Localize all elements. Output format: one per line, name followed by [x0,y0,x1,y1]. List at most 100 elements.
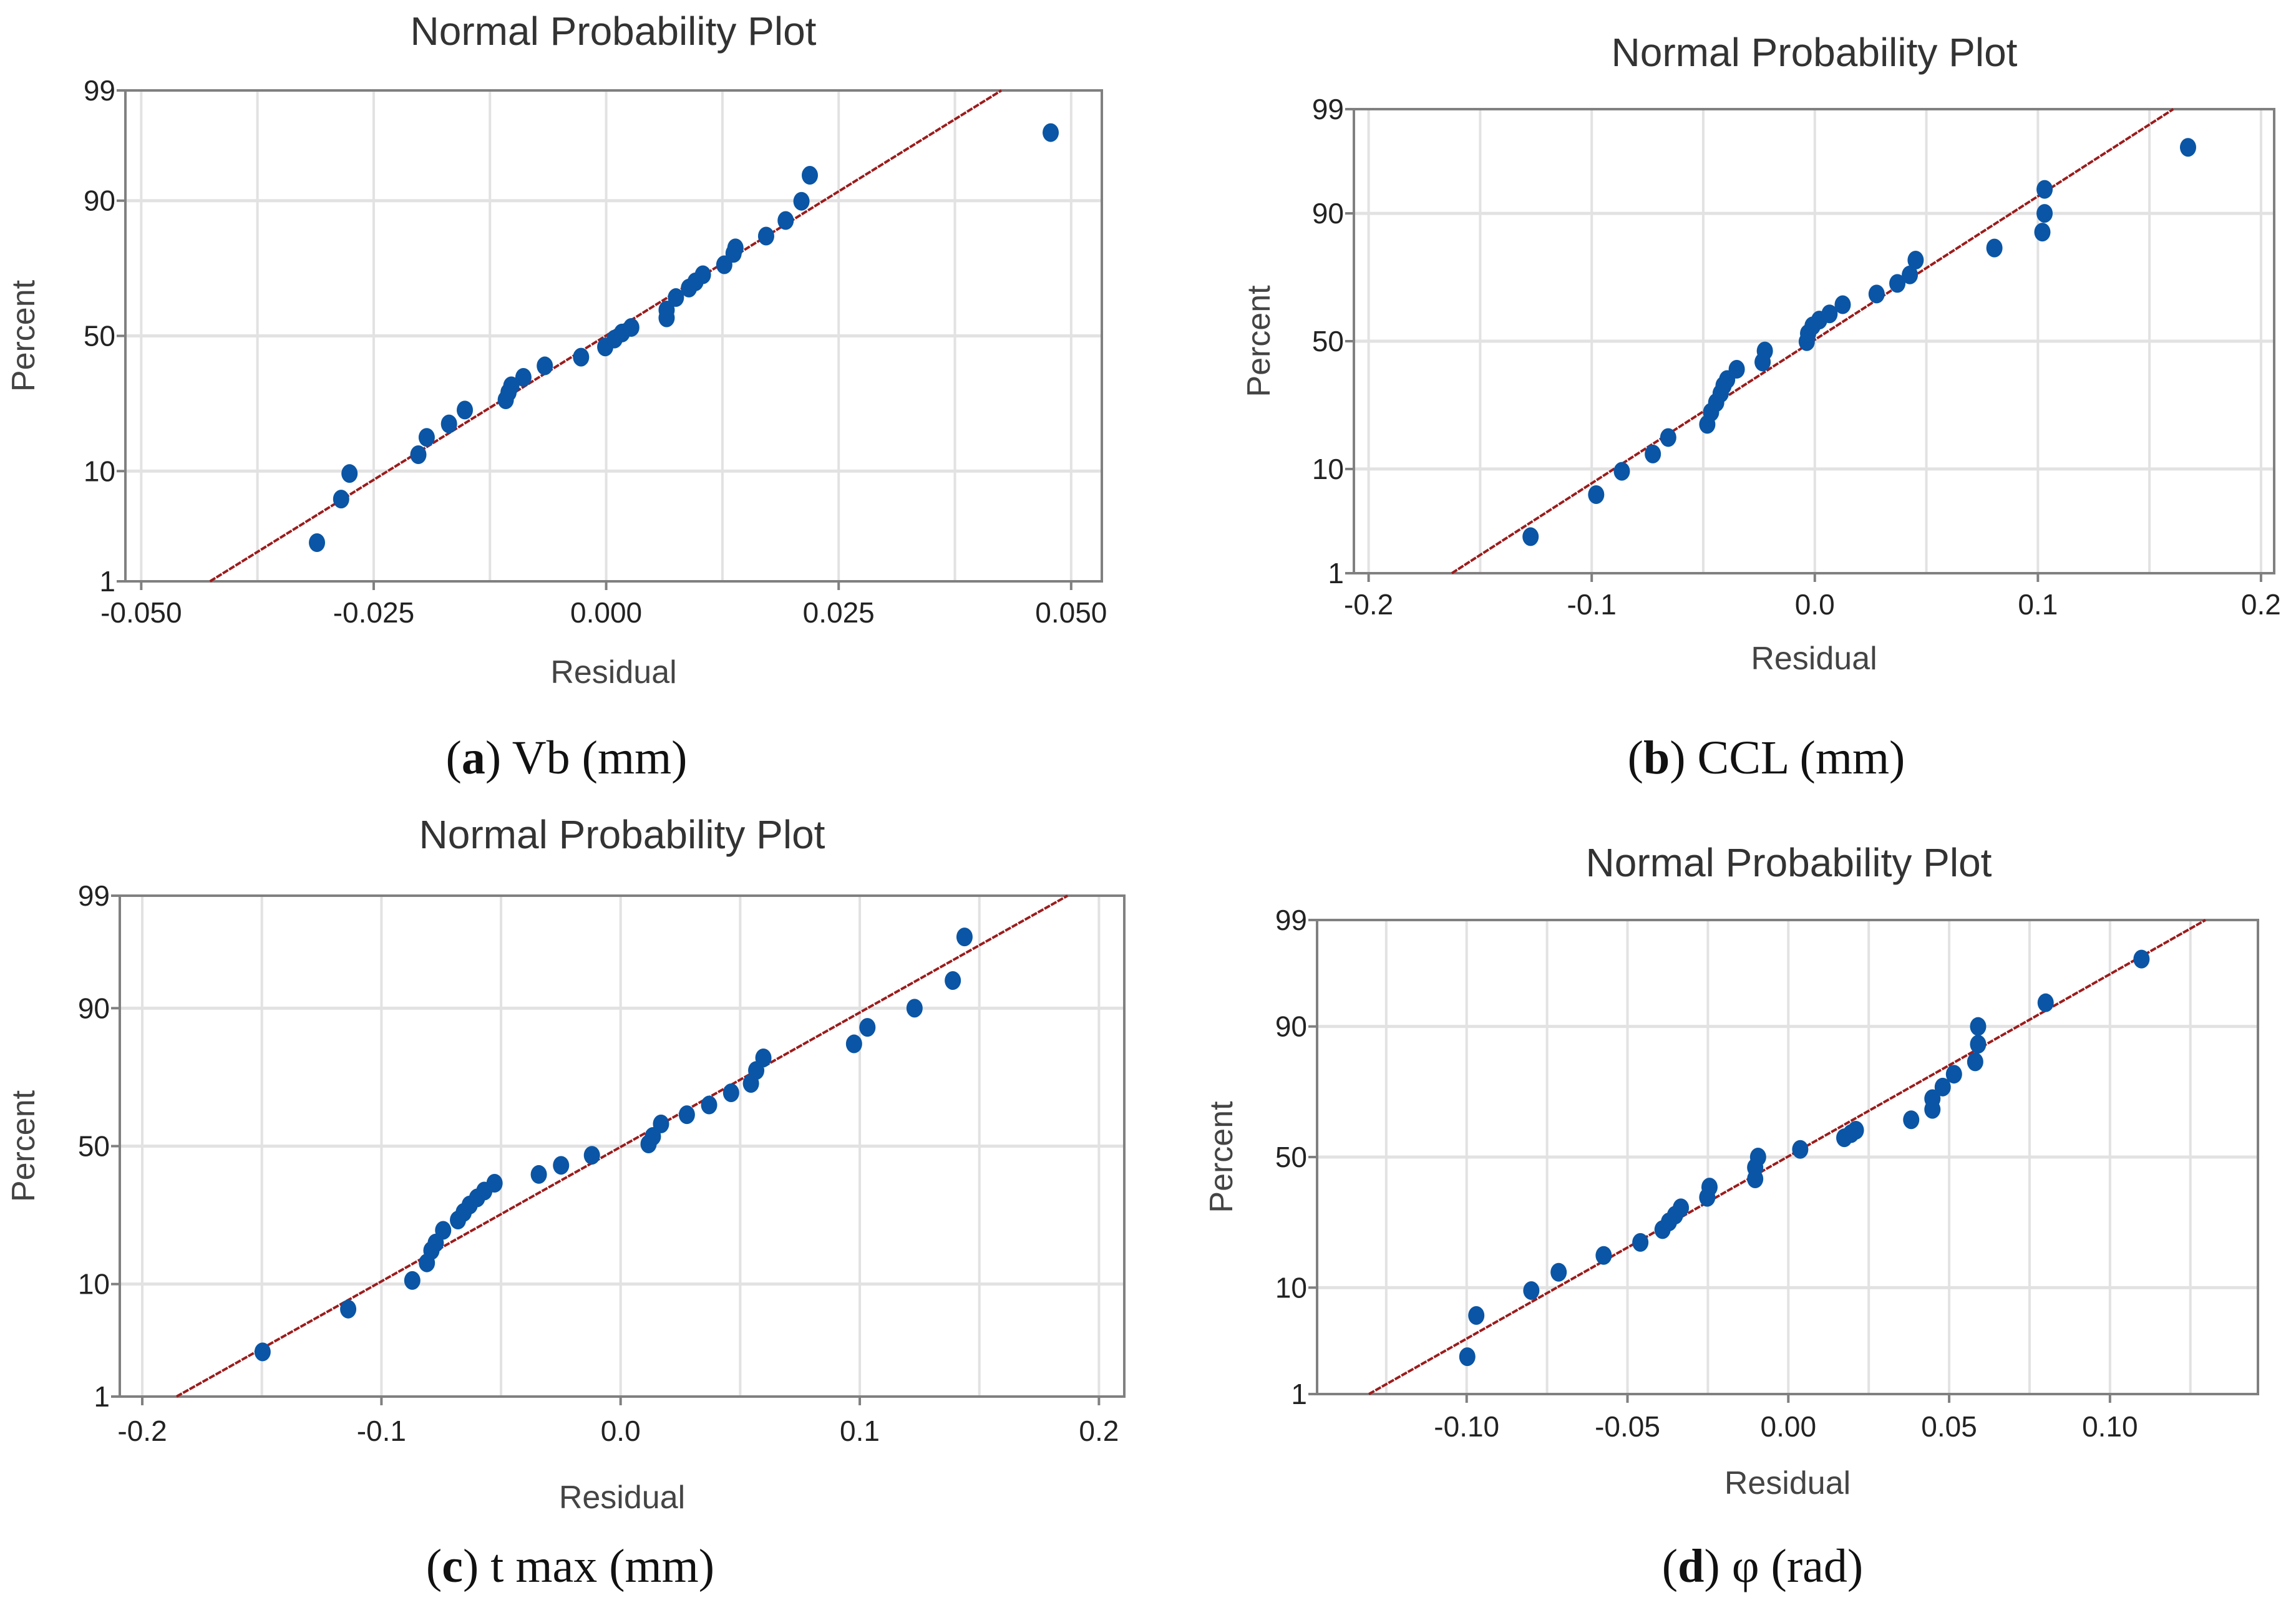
x-tick-label: 0.050 [1035,596,1107,629]
data-point [658,301,675,320]
caption-label: Vb (mm) [501,732,688,784]
y-tick-label: 90 [1312,197,1344,230]
y-axis-label: Percent [1241,285,1277,397]
caption-open: ( [1627,732,1643,784]
x-tick-label: 0.0 [1795,588,1835,621]
chart-title: Normal Probability Plot [419,812,825,857]
data-point [583,1146,600,1165]
caption-label: CCL (mm) [1685,732,1905,784]
data-point [757,226,774,246]
y-tick-label: 50 [78,1130,110,1163]
data-point [2034,223,2051,242]
y-tick-label: 99 [1312,93,1344,125]
x-tick-label: 0.000 [570,596,642,629]
x-tick-label: 0.10 [2082,1410,2138,1443]
y-axis-label: Percent [6,1090,42,1202]
data-point [341,464,358,483]
y-tick-label: 1 [99,565,115,598]
data-point [1613,462,1630,481]
data-point [1847,1120,1864,1140]
data-point [1645,444,1661,463]
caption-letter: b [1643,732,1670,784]
data-point [503,376,520,395]
y-tick-label: 99 [84,74,115,107]
data-point [1868,284,1885,304]
data-point [1889,274,1906,293]
y-axis-label: Percent [1204,1101,1240,1213]
y-tick-label: 1 [1328,557,1344,589]
data-point [1924,1089,1941,1108]
chart-title: Normal Probability Plot [1586,840,1992,885]
y-tick-label: 10 [84,455,115,487]
data-point [1967,1052,1983,1072]
data-point [668,288,684,308]
data-point [537,356,553,375]
data-point [1595,1246,1612,1265]
data-point [793,191,810,211]
data-point [2179,138,2196,157]
caption-c: (c) t max (mm) [426,1539,714,1594]
data-point [945,971,961,991]
data-point [1970,1035,1987,1054]
data-point [1523,1281,1540,1301]
caption-letter: a [461,732,485,784]
data-point [1902,265,1919,284]
caption-b: (b) CCL (mm) [1628,731,1905,785]
x-axis-label: Residual [1751,641,1877,677]
data-point [340,1299,357,1319]
fit-line [1368,919,2206,1395]
data-point [410,445,427,465]
data-point [1749,1148,1766,1166]
caption-close: ) [485,732,502,784]
y-tick-label: 50 [1312,325,1344,357]
data-point [435,1221,452,1240]
y-tick-label: 90 [84,185,115,217]
x-tick-label: -0.10 [1434,1410,1499,1443]
data-point [801,166,818,185]
data-point [404,1271,421,1290]
chart-panel-c: 1 10 50 90 99 -0.2 -0.1 0.0 0.1 0.2 Normal Probabi… [6,812,1126,1516]
data-point [1756,341,1773,361]
x-axis-label: Residual [550,654,676,690]
data-point [906,999,923,1018]
chart-panel-b: 1 10 50 90 99 -0.2 -0.1 0.0 0.1 0.2 Normal Probabi… [1241,30,2281,677]
x-tick-label: 0.025 [803,596,875,629]
data-point [1945,1065,1962,1084]
data-point [1550,1262,1567,1282]
y-tick-label: 50 [84,320,115,352]
y-tick-label: 1 [1291,1378,1307,1410]
caption-close: ) [1704,1540,1720,1592]
data-point [859,1018,876,1037]
data-point [1907,250,1924,269]
data-point [2133,949,2150,969]
caption-open: ( [1661,1540,1678,1592]
data-point [845,1034,862,1054]
y-tick-label: 90 [78,992,110,1024]
data-point [1660,428,1676,447]
x-tick-label: -0.05 [1595,1410,1660,1443]
y-tick-label: 10 [1312,453,1344,485]
x-axis-label: Residual [559,1480,685,1516]
caption-label: t max (mm) [479,1540,715,1592]
caption-close: ) [462,1540,479,1592]
data-point [653,1114,669,1133]
data-point [956,928,973,947]
data-point [1522,527,1539,546]
data-point [678,1105,695,1125]
chart-panel-a: 1 10 50 90 99 -0.050 -0.025 0.000 0.025 0.050 Norm… [6,9,1107,690]
x-tick-label: -0.2 [117,1415,167,1447]
data-point [2036,204,2053,223]
data-point [553,1156,570,1175]
data-point [486,1173,503,1193]
data-point [727,238,744,258]
data-point [777,211,794,230]
data-point [1903,1110,1920,1130]
chart-title: Normal Probability Plot [1612,30,2018,75]
x-tick-label: 0.1 [2018,588,2058,621]
fit-line [175,894,1069,1398]
data-point [254,1342,271,1362]
data-point [515,367,532,387]
data-point [1986,238,2003,258]
data-point [1792,1140,1809,1159]
